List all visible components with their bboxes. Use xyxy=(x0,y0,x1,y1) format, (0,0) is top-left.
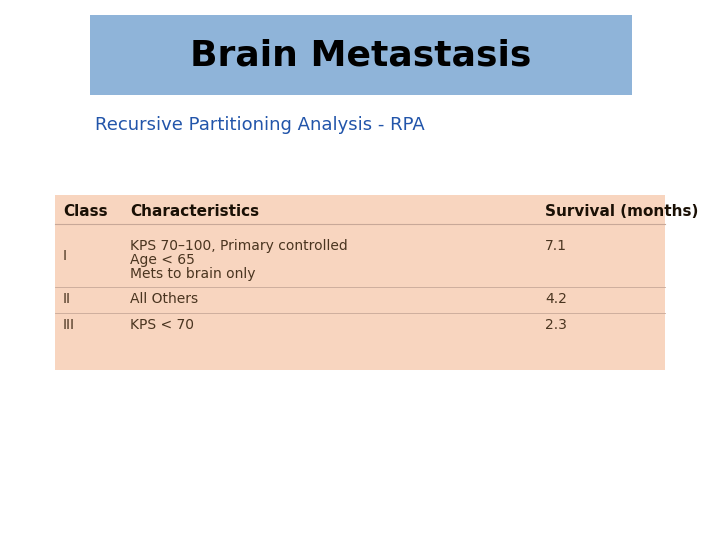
Text: Class: Class xyxy=(63,205,107,219)
Text: Characteristics: Characteristics xyxy=(130,205,259,219)
Bar xyxy=(55,195,665,370)
Bar xyxy=(90,15,632,95)
Text: 2.3: 2.3 xyxy=(545,318,567,332)
Text: II: II xyxy=(63,292,71,306)
Text: All Others: All Others xyxy=(130,292,198,306)
Text: KPS 70–100, Primary controlled: KPS 70–100, Primary controlled xyxy=(130,239,348,253)
Text: 4.2: 4.2 xyxy=(545,292,567,306)
Text: Mets to brain only: Mets to brain only xyxy=(130,267,256,281)
Text: KPS < 70: KPS < 70 xyxy=(130,318,194,332)
Text: Age < 65: Age < 65 xyxy=(130,253,195,267)
Text: I: I xyxy=(63,249,67,263)
Text: 7.1: 7.1 xyxy=(545,239,567,253)
Text: Brain Metastasis: Brain Metastasis xyxy=(190,38,531,72)
Text: Survival (months): Survival (months) xyxy=(545,205,698,219)
Text: Recursive Partitioning Analysis - RPA: Recursive Partitioning Analysis - RPA xyxy=(95,116,425,134)
Text: III: III xyxy=(63,318,75,332)
